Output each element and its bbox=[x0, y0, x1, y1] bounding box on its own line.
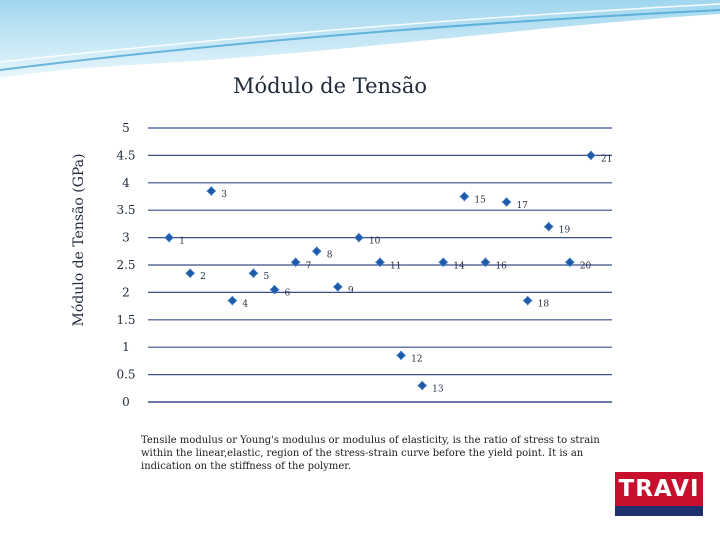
y-tick-label: 1.5 bbox=[116, 313, 135, 327]
point-core bbox=[229, 297, 236, 304]
y-tick-label: 0.5 bbox=[116, 368, 135, 382]
point-core bbox=[440, 259, 447, 266]
y-tick-label: 4 bbox=[122, 176, 130, 190]
point-label: 13 bbox=[432, 385, 444, 395]
chart-title: Módulo de Tensão bbox=[233, 74, 427, 98]
data-point bbox=[522, 295, 533, 306]
data-point bbox=[459, 191, 470, 202]
point-core bbox=[398, 352, 405, 359]
data-point bbox=[332, 281, 343, 292]
point-label: 20 bbox=[580, 261, 592, 271]
point-label: 9 bbox=[348, 286, 354, 296]
y-tick-label: 4.5 bbox=[116, 148, 135, 162]
travi-logo: TRAVI bbox=[615, 472, 703, 516]
data-point bbox=[543, 221, 554, 232]
y-tick-label: 3 bbox=[122, 231, 130, 245]
point-core bbox=[545, 223, 552, 230]
point-label: 12 bbox=[411, 354, 422, 364]
logo-bar bbox=[615, 506, 703, 516]
point-label: 21 bbox=[601, 154, 612, 164]
data-point bbox=[501, 196, 512, 207]
point-core bbox=[377, 259, 383, 266]
data-point bbox=[375, 257, 385, 268]
point-core bbox=[503, 198, 510, 205]
point-label: 15 bbox=[474, 196, 486, 206]
data-point bbox=[585, 150, 596, 161]
point-label: 14 bbox=[453, 261, 465, 271]
point-core bbox=[292, 259, 299, 266]
y-tick-label: 0 bbox=[122, 395, 130, 409]
point-core bbox=[334, 283, 341, 290]
point-label: 17 bbox=[517, 201, 529, 211]
data-point bbox=[417, 380, 428, 391]
point-core bbox=[166, 234, 173, 241]
data-point bbox=[269, 284, 280, 295]
point-label: 8 bbox=[327, 250, 333, 260]
point-label: 16 bbox=[495, 261, 507, 271]
point-label: 11 bbox=[390, 261, 401, 271]
point-label: 7 bbox=[306, 261, 312, 271]
point-core bbox=[419, 382, 426, 389]
data-point bbox=[396, 350, 407, 361]
data-point bbox=[353, 232, 364, 243]
data-point bbox=[248, 268, 259, 279]
data-point bbox=[438, 257, 449, 268]
point-label: 2 bbox=[200, 272, 206, 282]
point-label: 6 bbox=[285, 289, 291, 299]
point-core bbox=[187, 270, 194, 277]
point-core bbox=[461, 193, 468, 200]
point-core bbox=[250, 270, 257, 277]
point-label: 1 bbox=[179, 237, 185, 247]
y-tick-label: 2.5 bbox=[116, 258, 135, 272]
header-swoosh bbox=[0, 0, 720, 78]
data-point bbox=[164, 232, 175, 243]
logo-text: TRAVI bbox=[615, 472, 703, 506]
point-label: 10 bbox=[369, 237, 381, 247]
point-label: 19 bbox=[559, 226, 571, 236]
point-label: 3 bbox=[221, 190, 227, 200]
data-point bbox=[227, 295, 238, 306]
y-tick-label: 3.5 bbox=[116, 203, 135, 217]
caption-text: Tensile modulus or Young's modulus or mo… bbox=[141, 435, 600, 472]
y-tick-label: 1 bbox=[122, 340, 130, 354]
point-core bbox=[313, 248, 320, 255]
point-label: 4 bbox=[242, 300, 248, 310]
point-core bbox=[482, 259, 489, 266]
point-label: 5 bbox=[263, 272, 269, 282]
y-tick-label: 2 bbox=[122, 285, 130, 299]
point-core bbox=[566, 259, 573, 266]
y-tick-label: 5 bbox=[122, 121, 130, 135]
data-point bbox=[480, 257, 491, 268]
point-core bbox=[524, 297, 531, 304]
data-point bbox=[206, 186, 217, 197]
point-core bbox=[587, 152, 594, 159]
data-point bbox=[311, 246, 322, 257]
data-point bbox=[185, 268, 196, 279]
data-point bbox=[290, 257, 301, 268]
point-core bbox=[208, 188, 215, 195]
data-point bbox=[564, 257, 575, 268]
point-label: 18 bbox=[538, 300, 550, 310]
point-core bbox=[271, 286, 278, 293]
point-core bbox=[355, 234, 362, 241]
